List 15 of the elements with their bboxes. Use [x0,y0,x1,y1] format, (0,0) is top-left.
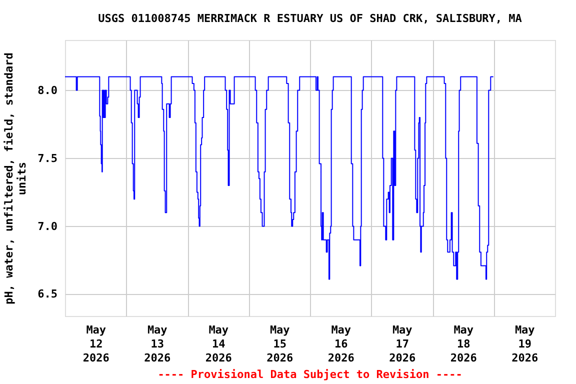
chart-title: USGS 011008745 MERRIMACK R ESTUARY US OF SHAD CRK, SALISBURY, MA [98,12,522,25]
x-tick-label: May 15 2026 [266,324,294,364]
y-tick-label: 8.0 [38,84,58,97]
x-tick-label: May 13 2026 [144,324,171,364]
x-tick-label: May 16 2026 [328,324,355,364]
x-tick-label: May 14 2026 [205,324,232,364]
x-tick-label: May 19 2026 [512,324,538,364]
text: ---- Provisional Data Subject to Revision ---- [158,368,462,381]
x-tick-label: May 12 2026 [82,324,110,364]
y-axis-title: pH, water, unfiltered, field, standard units [2,52,29,304]
x-tick-label: May 18 2026 [450,324,478,364]
y-tick-label: 7.0 [38,220,58,233]
y-tick-label: 7.5 [38,152,58,165]
y-tick-label: 6.5 [38,288,58,301]
x-tick-label: May 17 2026 [389,324,416,364]
